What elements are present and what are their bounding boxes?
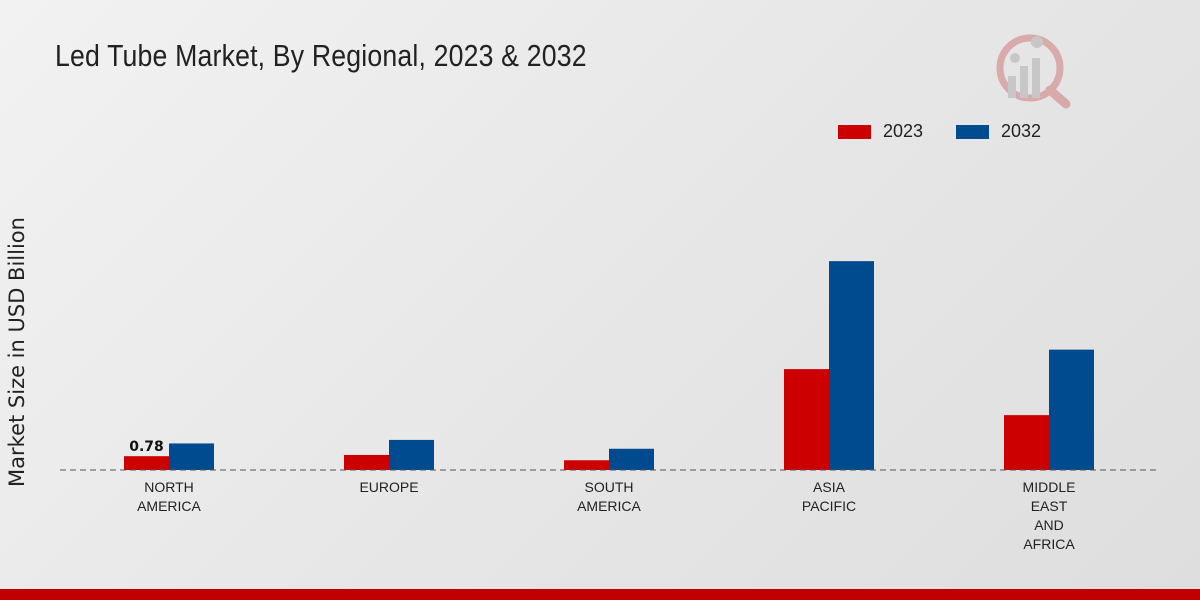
bar-2023-4: [1004, 415, 1049, 470]
legend-swatch-2023: [838, 124, 871, 139]
bar-2023-1: [344, 454, 389, 470]
legend-label-2032: 2032: [1001, 121, 1042, 141]
x-tick-label-4: MIDDLE EAST AND AFRICA: [1023, 479, 1076, 552]
bar-2023-3: [784, 369, 829, 470]
legend-item-2032: 2032: [956, 121, 1041, 142]
legend-label-2023: 2023: [883, 121, 924, 141]
bar-2032-1: [389, 439, 434, 470]
chart-title: Led Tube Market, By Regional, 2023 & 203…: [55, 38, 587, 73]
footer-accent-bar: [0, 589, 1200, 600]
bar-2023-0: [124, 456, 169, 470]
bar-2032-4: [1049, 349, 1094, 470]
legend-item-2023: 2023: [838, 121, 923, 142]
bar-2032-2: [609, 448, 654, 470]
bar-2023-2: [564, 460, 609, 470]
bar-2032-0: [169, 443, 214, 470]
x-tick-label-3: ASIA PACIFIC: [802, 479, 856, 514]
bar-2032-3: [829, 261, 874, 470]
x-tick-label-0: NORTH AMERICA: [137, 479, 201, 514]
data-label-0-0: 0.78: [129, 439, 164, 455]
x-tick-label-2: SOUTH AMERICA: [577, 479, 641, 514]
brand-logo-icon: [996, 34, 1071, 109]
x-tick-label-1: EUROPE: [359, 479, 418, 495]
legend-swatch-2032: [956, 124, 989, 139]
